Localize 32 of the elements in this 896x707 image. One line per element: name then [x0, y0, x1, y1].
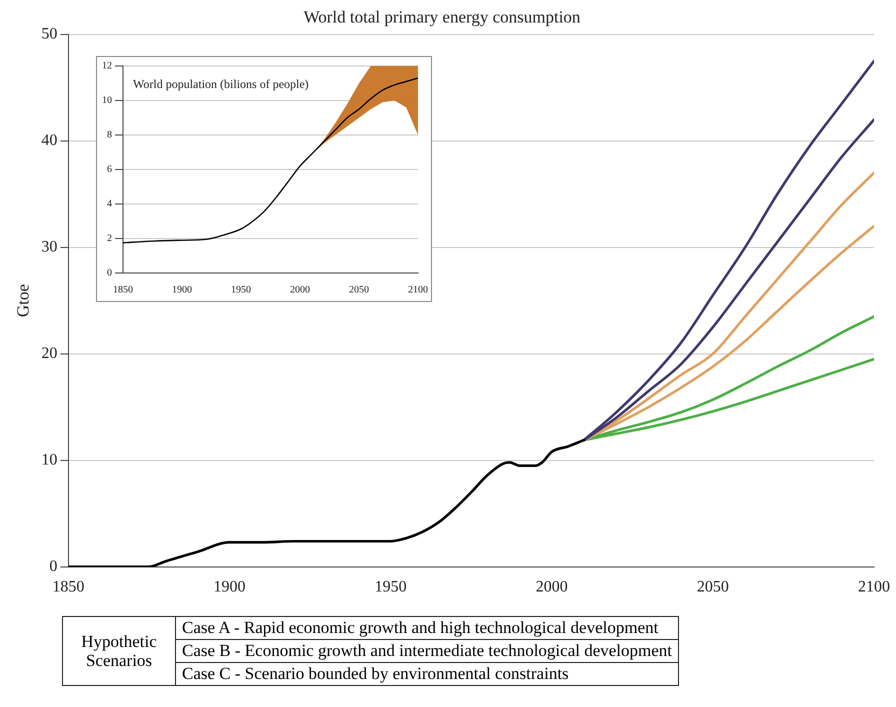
text: Case B - Economic growth and intermediate technological development [176, 640, 679, 662]
y-tick-label: 10 [41, 452, 58, 469]
y-tick-label: 6 [107, 164, 112, 176]
x-tick-label: 2050 [349, 284, 369, 296]
text: Case C - Scenario bounded by environmental constraints [176, 662, 679, 686]
x-tick-label: 2000 [536, 578, 568, 596]
y-tick-label: 30 [41, 238, 58, 256]
y-tick-label: 20 [41, 345, 58, 362]
y-tick-label: 2 [107, 233, 112, 244]
y-tick-label: 4 [107, 198, 112, 210]
chart-title: World total primary energy consumption [304, 8, 581, 27]
text: Hypothetic Scenarios [62, 616, 176, 686]
x-tick-label: 1950 [374, 578, 407, 596]
x-tick-label: 2050 [696, 578, 729, 596]
x-tick-label: 1900 [214, 578, 246, 596]
x-tick-label: 1850 [113, 284, 133, 296]
x-tick-label: 2100 [408, 284, 428, 296]
y-axis-title: Gtoe [14, 284, 33, 318]
y-tick-label: 12 [102, 60, 112, 72]
x-tick-label: 2000 [290, 284, 310, 296]
y-tick-label: 0 [107, 268, 112, 279]
y-tick-label: 40 [41, 132, 58, 150]
y-tick-label: 50 [41, 26, 58, 43]
y-tick-label: 0 [49, 558, 58, 576]
x-tick-label: 1950 [231, 284, 251, 296]
text: World population (bilions of people) [133, 77, 309, 91]
x-tick-label: 1900 [172, 284, 192, 296]
text: Case A - Rapid economic growth and high technological development [176, 616, 679, 640]
y-tick-label: 8 [107, 130, 112, 141]
x-tick-label: 2100 [858, 578, 890, 596]
y-tick-label: 10 [102, 95, 112, 106]
x-tick-label: 1850 [52, 578, 84, 596]
